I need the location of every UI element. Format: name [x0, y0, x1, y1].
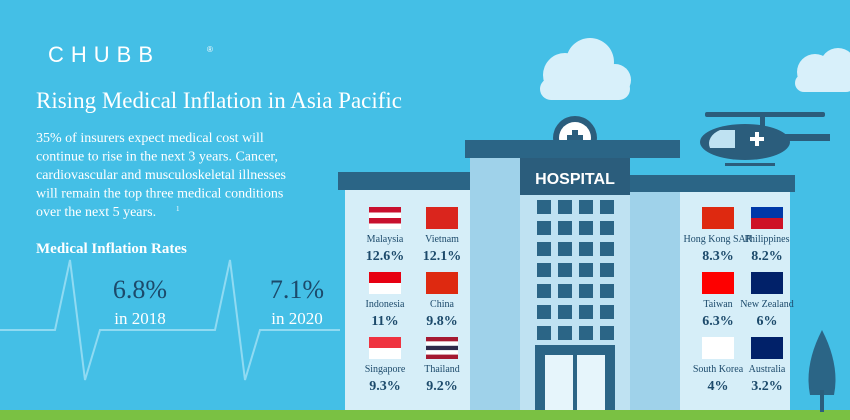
country-rate: 8.3% — [702, 249, 734, 264]
window — [537, 326, 551, 340]
country-name: Indonesia — [366, 299, 405, 310]
flag — [369, 283, 401, 294]
country-rate: 6.3% — [702, 314, 734, 329]
country-rate: 9.8% — [426, 314, 458, 329]
window — [537, 284, 551, 298]
flag — [751, 218, 783, 229]
country-name: New Zealand — [740, 299, 794, 310]
flag — [369, 337, 401, 348]
window — [558, 305, 572, 319]
window — [579, 305, 593, 319]
flag — [751, 337, 783, 359]
title: Rising Medical Inflation in Asia Pacific — [36, 88, 402, 113]
country-name: Malaysia — [367, 234, 404, 245]
window — [600, 221, 614, 235]
helicopter — [700, 112, 830, 166]
flag — [369, 218, 401, 224]
window — [579, 200, 593, 214]
window — [537, 305, 551, 319]
tree — [808, 330, 836, 395]
flag — [426, 341, 458, 346]
window — [558, 221, 572, 235]
intro-line: 35% of insurers expect medical cost will — [36, 131, 264, 146]
logo: CHUBB — [48, 42, 160, 67]
window — [537, 221, 551, 235]
footnote: 1 — [176, 205, 180, 213]
country-name: Hong Kong SAR — [684, 234, 753, 245]
clouds — [540, 38, 850, 100]
window — [579, 284, 593, 298]
window — [558, 263, 572, 277]
flag — [702, 337, 734, 359]
intro-line: cardiovascular and musculoskeletal illne… — [36, 168, 286, 183]
intro-line: will remain the top three medical condit… — [36, 187, 283, 202]
window — [579, 326, 593, 340]
window — [537, 242, 551, 256]
window — [600, 200, 614, 214]
flag — [369, 212, 401, 218]
window — [579, 263, 593, 277]
country-name: China — [430, 299, 454, 310]
window — [579, 242, 593, 256]
rate-year: in 2018 — [114, 309, 165, 328]
window — [558, 284, 572, 298]
window — [558, 200, 572, 214]
rate-value: 7.1% — [270, 275, 324, 304]
country-rate: 12.1% — [423, 249, 462, 264]
window — [537, 263, 551, 277]
section-title: Medical Inflation Rates — [36, 241, 187, 257]
window — [558, 326, 572, 340]
flag — [369, 207, 401, 213]
country-name: Vietnam — [425, 234, 459, 245]
window — [600, 284, 614, 298]
building-sign: HOSPITAL — [535, 171, 615, 188]
window — [537, 200, 551, 214]
country-rate: 12.6% — [366, 249, 405, 264]
country-rate: 6% — [757, 314, 778, 329]
country-name: Australia — [749, 364, 786, 375]
tree-trunk — [820, 390, 824, 412]
country-rate: 11% — [371, 314, 398, 329]
flag — [426, 345, 458, 351]
flag — [426, 207, 458, 229]
flag — [751, 207, 783, 218]
flag — [426, 350, 458, 355]
window — [579, 221, 593, 235]
window — [600, 326, 614, 340]
heartbeat-line — [0, 259, 340, 381]
country-name: South Korea — [693, 364, 744, 375]
country-rate: 4% — [708, 379, 729, 394]
flag — [426, 337, 458, 342]
rate-value: 6.8% — [113, 275, 167, 304]
window — [600, 263, 614, 277]
flag — [751, 272, 783, 294]
country-name: Thailand — [424, 364, 460, 375]
flag — [369, 348, 401, 359]
flag — [702, 272, 734, 294]
window — [600, 242, 614, 256]
country-rate: 8.2% — [751, 249, 783, 264]
flag — [426, 272, 458, 294]
country-name: Taiwan — [703, 299, 732, 310]
country-rate: 9.2% — [426, 379, 458, 394]
logo-mark: ® — [207, 45, 213, 54]
flag — [702, 207, 734, 229]
flag — [426, 354, 458, 359]
country-name: Philippines — [744, 234, 789, 245]
country-name: Singapore — [365, 364, 406, 375]
ground — [0, 410, 850, 420]
intro-line: over the next 5 years. — [36, 205, 156, 220]
window — [600, 305, 614, 319]
intro-line: continue to rise in the next 3 years. Ca… — [36, 150, 278, 165]
flag — [369, 223, 401, 229]
flag — [369, 272, 401, 283]
country-rate: 3.2% — [751, 379, 783, 394]
country-rate: 9.3% — [369, 379, 401, 394]
rate-year: in 2020 — [271, 309, 322, 328]
window — [558, 242, 572, 256]
